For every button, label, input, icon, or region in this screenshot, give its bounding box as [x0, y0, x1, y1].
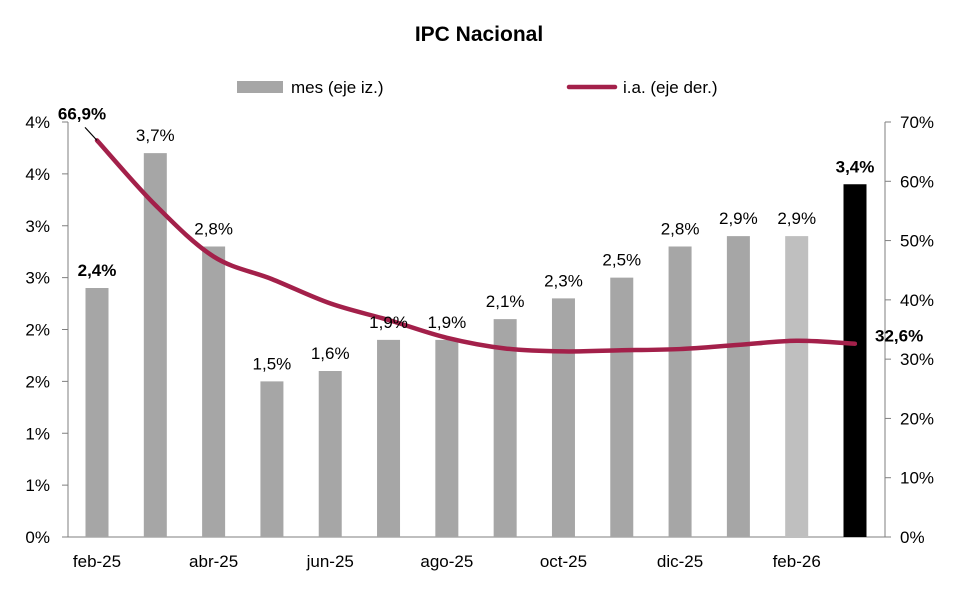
bar-label-feb-25: 2,4% [78, 261, 117, 280]
bar-feb-26 [785, 236, 809, 537]
right-tick-label: 10% [900, 469, 934, 488]
right-tick-label: 60% [900, 172, 934, 191]
chart-title: IPC Nacional [415, 23, 543, 46]
bar-label-ene-26: 2,9% [719, 209, 758, 228]
bar-abr-25 [202, 246, 226, 537]
right-tick-label: 20% [900, 409, 934, 428]
bar-may-25 [260, 381, 284, 537]
left-tick-label: 4% [25, 113, 50, 132]
bar-label-mar-26: 3,4% [836, 157, 875, 176]
right-tick-label: 0% [900, 528, 925, 547]
bar-label-mar-25: 3,7% [136, 126, 175, 145]
bar-mar-25 [143, 153, 167, 537]
left-tick-label: 1% [25, 424, 50, 443]
axes: 0% 1% 1% 2% 2% 3% 3% 4% 4% 0% 10% 20% 30% 40% 50% 60% 70… [25, 113, 934, 571]
x-tick-label: feb-25 [73, 552, 121, 571]
bar-ene-26 [726, 236, 750, 537]
bars [85, 153, 867, 537]
legend-line-label: i.a. (eje der.) [623, 78, 718, 97]
left-tick-label: 0% [25, 528, 50, 547]
left-tick-label: 3% [25, 269, 50, 288]
right-tick-label: 40% [900, 291, 934, 310]
left-tick-label: 2% [25, 372, 50, 391]
ia-label-first: 66,9% [58, 104, 106, 123]
legend: mes (eje iz.) i.a. (eje der.) [237, 78, 718, 97]
x-tick-label: feb-26 [773, 552, 821, 571]
right-tick-label: 50% [900, 232, 934, 251]
x-tick-label: jun-25 [306, 552, 354, 571]
bar-oct-25 [551, 298, 575, 537]
x-tick-label: ago-25 [420, 552, 473, 571]
bar-sep-25 [493, 319, 517, 537]
bar-label-may-25: 1,5% [253, 354, 292, 373]
bar-jun-25 [318, 371, 342, 537]
ia-label-last: 32,6% [875, 327, 923, 346]
x-tick-label: oct-25 [540, 552, 587, 571]
line-series [94, 138, 858, 354]
left-tick-label: 4% [25, 165, 50, 184]
bar-label-dic-25: 2,8% [661, 220, 700, 239]
ia-line [94, 138, 858, 354]
left-tick-label: 3% [25, 217, 50, 236]
x-tick-label: abr-25 [189, 552, 238, 571]
bar-label-sep-25: 2,1% [486, 292, 525, 311]
legend-bar-label: mes (eje iz.) [291, 78, 384, 97]
bar-nov-25 [610, 277, 634, 537]
bar-label-abr-25: 2,8% [194, 220, 233, 239]
ia-leader-last [856, 342, 866, 345]
bar-ago-25 [435, 339, 459, 537]
left-tick-label: 2% [25, 321, 50, 340]
bar-feb-25 [85, 288, 109, 537]
bar-label-jul-25: 1,9% [369, 313, 408, 332]
x-tick-label: dic-25 [657, 552, 703, 571]
bar-label-nov-25: 2,5% [602, 251, 641, 270]
legend-bar-swatch [237, 81, 283, 93]
bar-label-oct-25: 2,3% [544, 271, 583, 290]
bar-label-jun-25: 1,6% [311, 344, 350, 363]
bar-dic-25 [668, 246, 692, 537]
bar-label-ago-25: 1,9% [427, 313, 466, 332]
left-tick-label: 1% [25, 476, 50, 495]
right-tick-label: 30% [900, 350, 934, 369]
bar-jul-25 [377, 339, 401, 537]
bar-mar-26 [843, 184, 867, 537]
ia-leader-first [84, 126, 98, 141]
right-tick-label: 70% [900, 113, 934, 132]
bar-label-feb-26: 2,9% [777, 209, 816, 228]
data-labels: 2,4% 3,7% 2,8% 1,5% 1,6% 1,9% 1,9% 2,1% 2,3% 2,5%… [58, 104, 923, 373]
